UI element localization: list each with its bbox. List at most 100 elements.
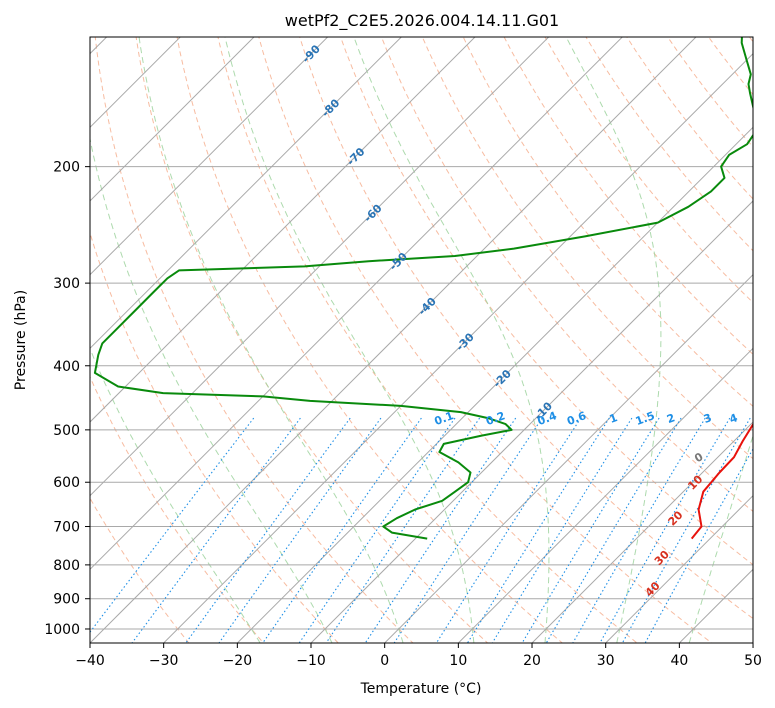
dry-adiabat-line [90,375,264,643]
isotherm-line [236,126,753,643]
mixing-ratio-line [298,417,456,643]
mixing-ratio-label: 0.6 [565,409,588,428]
mixing-ratio-line [131,417,301,643]
mixing-ratio-line [521,417,660,643]
y-tick-label: 700 [53,520,80,536]
mixing-ratio-label: 6 [765,411,775,426]
y-axis-label: Pressure (hPa) [13,290,29,390]
mixing-ratio-label: 0.2 [484,409,507,428]
mixing-ratio-line [325,417,481,643]
x-tick-label: 40 [670,653,688,669]
dry-adiabat-line [90,231,339,643]
isotherm-line [752,642,753,643]
x-tick-label: 0 [380,653,389,669]
inner-labels: -100-90-80-70-60-50-40-30-20-100.1 0.2 0.4… [300,42,775,599]
isotherm-line [605,494,753,643]
y-tick-label: 400 [53,359,80,375]
dry-adiabat-line [503,37,753,355]
isotherm-line [90,37,329,276]
mixing-ratio-line [621,417,751,643]
dry-adiabat-line [176,37,563,643]
dry-adiabat-line [739,0,775,643]
dry-adiabat-line [667,37,753,148]
mixing-ratio-line [467,417,610,643]
isotherm-line [531,421,753,643]
mixing-ratio-lines [90,417,753,643]
mixing-ratio-line [364,417,517,643]
y-tick-label: 900 [53,592,80,608]
mixing-ratio-label: 1 [608,411,620,426]
dry-adiabat-line [299,37,753,620]
moist-adiabats [90,37,753,643]
mixing-ratio-label: 4 [728,411,740,426]
x-tick-label: 50 [744,653,762,669]
mixing-ratio-line [545,417,682,643]
dry-adiabat-label: 40 [643,579,663,599]
dry-adiabat-line [94,37,414,643]
plot-frame [89,36,754,644]
dry-adiabat-line [707,37,753,96]
isotherm-label: -70 [344,145,367,168]
dry-adiabat-line [748,37,753,43]
mixing-ratio-label: 2 [665,411,677,426]
mixing-ratio-line [435,417,582,643]
chart-title: wetPf2_C2E5.2026.004.14.11.G01 [285,11,559,31]
moist-adiabat-label: 0 [692,450,705,465]
mixing-ratio-line [599,417,731,643]
mixing-ratio-line [393,417,543,643]
y-tick-label: 200 [53,160,80,176]
moist-adiabat-line [688,434,753,643]
y-tick-label: 300 [53,276,80,292]
plot-area: -100-90-80-70-60-50-40-30-20-100.1 0.2 0.4… [90,0,775,643]
isotherm-label: -50 [387,250,410,273]
isotherm-line [457,347,753,643]
mixing-ratio-line [90,417,255,634]
mixing-ratio-line [262,417,422,643]
isobar-grid [90,166,753,630]
x-tick-label: 10 [449,653,467,669]
isotherm-line [90,37,255,202]
isotherm-line [90,37,697,643]
x-tick-label: −40 [75,653,105,669]
mixing-ratio-line [185,417,351,643]
mixing-ratio-line [491,417,633,643]
isotherm-grid [90,37,753,643]
dry-adiabat-line [90,497,190,643]
isotherm-line [310,200,753,643]
moist-adiabat-line [90,136,333,643]
x-axis-ticks: −40 −30 −20 −10 0 10 20 30 40 50 [75,643,762,669]
y-tick-label: 1000 [44,622,80,638]
moist-adiabat-line [565,37,662,643]
moist-adiabat-line [353,37,550,643]
sounding-traces [93,37,753,540]
dry-adiabat-line [135,37,488,643]
isotherm-line [90,37,182,129]
dry-adiabat-line [585,37,753,252]
dry-adiabat-line [544,37,753,304]
moist-adiabat-line [90,347,261,643]
dry-adiabat-line [380,37,753,513]
moist-adiabat-line [138,37,404,643]
dry-adiabat-line [626,37,753,200]
x-tick-label: −30 [149,653,179,669]
dry-adiabat-line [421,37,753,460]
mixing-ratio-line [644,447,753,643]
x-axis-label: Temperature (°C) [360,681,482,697]
mixing-ratio-label: 1.5 [634,409,657,428]
isotherm-line [163,52,753,643]
dry-adiabat-label: 10 [685,472,705,492]
moist-adiabat-line [224,37,475,643]
y-axis-ticks: 1002003004005006007008009001000 [44,160,90,638]
dry-adiabat-line [258,37,713,643]
dry-adiabat-line [217,37,638,643]
dry-adiabat-label: 20 [666,508,686,528]
y-tick-label: 500 [53,423,80,439]
isotherm-line [90,37,403,350]
x-tick-label: 20 [523,653,541,669]
x-tick-label: −20 [223,653,253,669]
x-tick-label: −10 [296,653,326,669]
mixing-ratio-label: 0.1 [433,409,456,428]
isotherm-line [90,37,476,423]
isotherm-line [679,568,753,643]
dewpoint-trace [93,37,753,540]
